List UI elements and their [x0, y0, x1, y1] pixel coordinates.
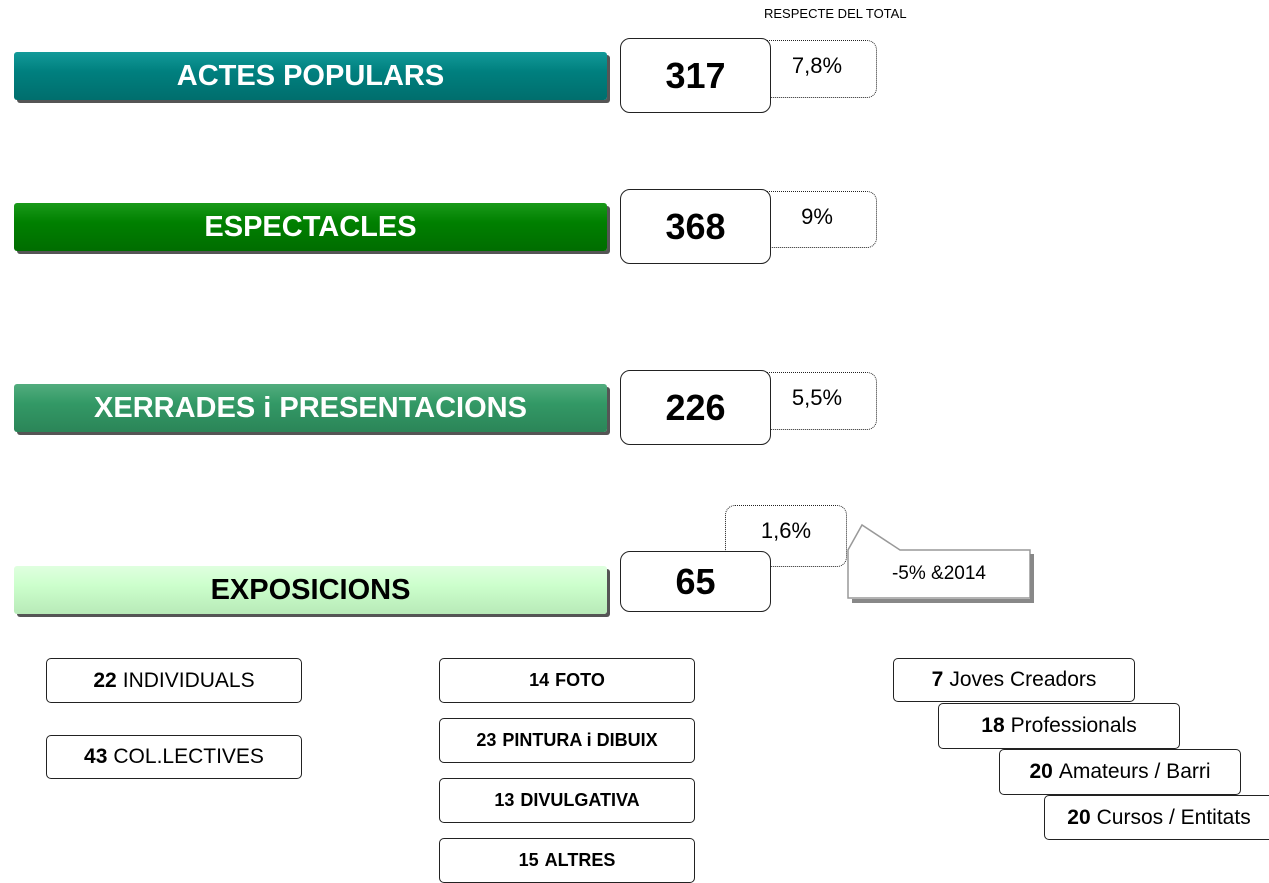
breakdown-box: 22 INDIVIDUALS	[46, 658, 302, 703]
count-box: 317	[620, 38, 771, 113]
breakdown-box: 14 FOTO	[439, 658, 695, 703]
breakdown-label: INDIVIDUALS	[122, 668, 255, 692]
percent-box: 1,6%	[725, 505, 847, 567]
breakdown-label: PINTURA i DIBUIX	[502, 730, 658, 750]
header-note: RESPECTE DEL TOTAL	[764, 6, 907, 21]
count-box: 368	[620, 189, 771, 264]
breakdown-label: Joves Creadors	[949, 668, 1097, 691]
breakdown-label: DIVULGATIVA	[520, 790, 640, 810]
category-bar: ESPECTACLES	[14, 203, 607, 251]
breakdown-count: 23	[476, 730, 497, 750]
count-box: 226	[620, 370, 771, 445]
callout-text: -5% &2014	[891, 563, 986, 584]
category-bar: XERRADES i PRESENTACIONS	[14, 384, 607, 432]
breakdown-box: 23 PINTURA i DIBUIX	[439, 718, 695, 763]
breakdown-count: 22	[93, 668, 117, 692]
breakdown-box: 20 Cursos / Entitats	[1044, 795, 1269, 840]
breakdown-box: 7 Joves Creadors	[893, 658, 1135, 702]
breakdown-label: Amateurs / Barri	[1058, 760, 1211, 783]
breakdown-box: 43 COL.LECTIVES	[46, 735, 302, 779]
breakdown-count: 15	[518, 850, 539, 870]
breakdown-box: 13 DIVULGATIVA	[439, 778, 695, 823]
breakdown-count: 7	[931, 668, 944, 691]
breakdown-box: 20 Amateurs / Barri	[999, 749, 1241, 795]
breakdown-label: Cursos / Entitats	[1096, 805, 1251, 829]
percent-box: 7,8%	[757, 40, 877, 98]
breakdown-label: FOTO	[555, 670, 605, 690]
breakdown-box: 18 Professionals	[938, 703, 1180, 749]
percent-box: 5,5%	[757, 372, 877, 430]
breakdown-count: 18	[981, 714, 1005, 737]
breakdown-count: 20	[1067, 805, 1091, 829]
count-box: 65	[620, 551, 771, 612]
percent-box: 9%	[757, 191, 877, 248]
breakdown-count: 20	[1029, 760, 1053, 783]
breakdown-count: 13	[494, 790, 515, 810]
breakdown-label: COL.LECTIVES	[113, 745, 264, 768]
breakdown-count: 14	[529, 670, 550, 690]
breakdown-label: Professionals	[1010, 714, 1137, 737]
breakdown-count: 43	[84, 745, 108, 768]
callout-shape	[847, 523, 1034, 603]
category-bar: ACTES POPULARS	[14, 52, 607, 100]
category-bar: EXPOSICIONS	[14, 566, 607, 614]
breakdown-label: ALTRES	[544, 850, 616, 870]
breakdown-box: 15 ALTRES	[439, 838, 695, 883]
